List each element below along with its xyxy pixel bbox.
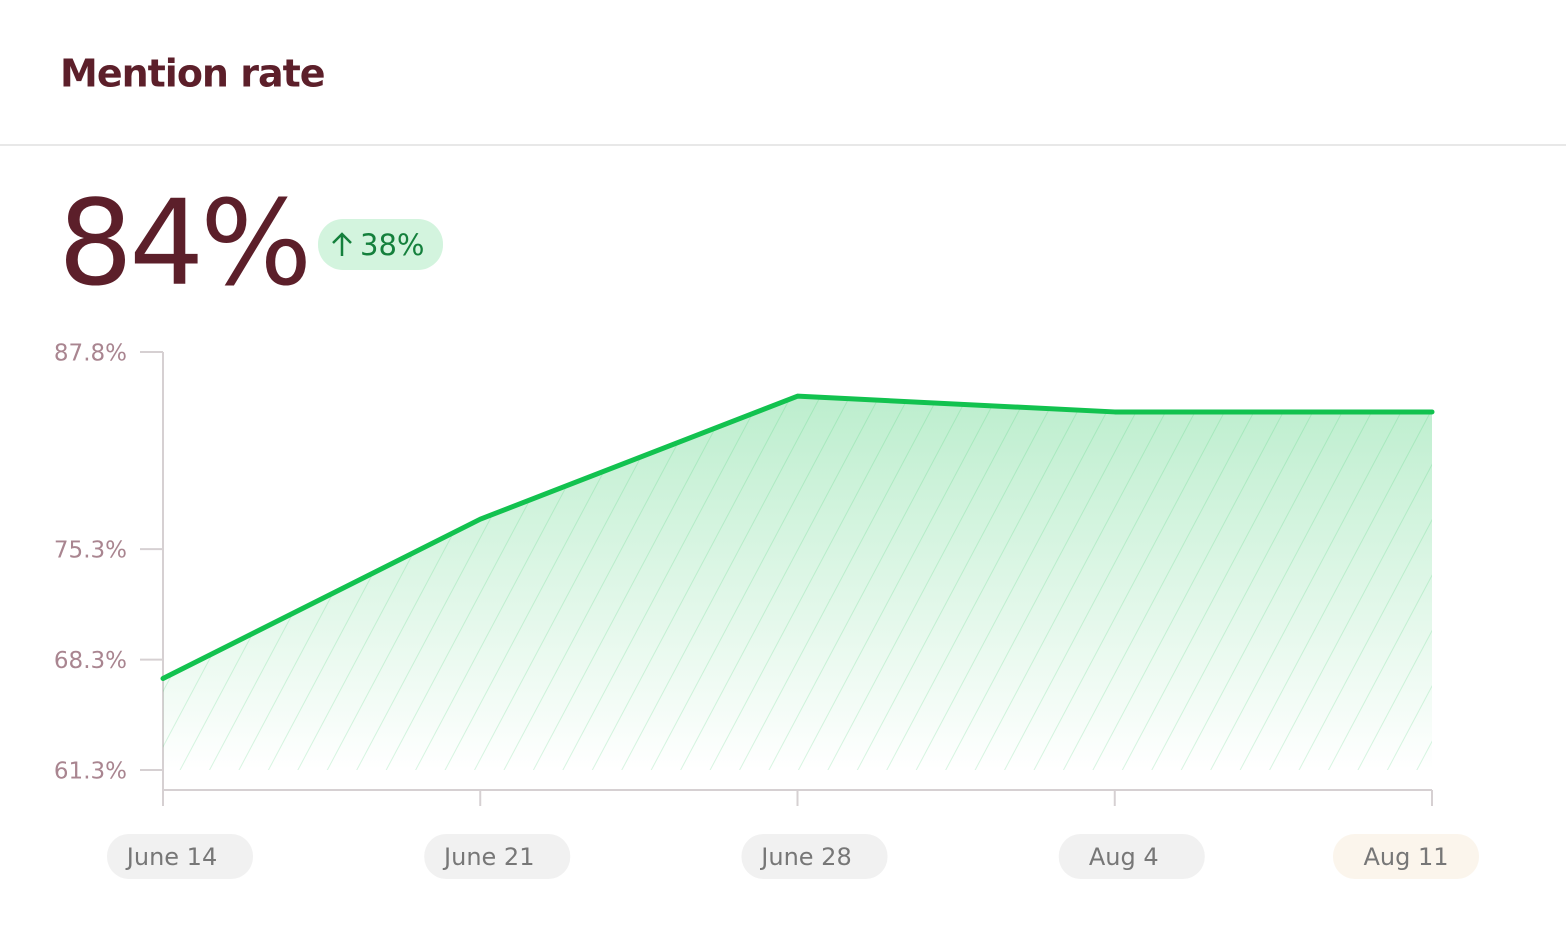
x-tick-label: Aug 4 [1089, 843, 1159, 871]
y-tick-label: 61.3% [54, 759, 127, 785]
x-label-pill [1058, 834, 1205, 879]
up-arrow [332, 232, 352, 256]
x-tick-label: June 14 [125, 843, 217, 871]
x-label-pill [741, 834, 888, 879]
y-tick-label: 75.3% [54, 538, 127, 564]
plot: 87.8% 75.3% 68.3% 61.3% June 14 June 21 June 2… [54, 341, 1479, 879]
y-tick-label: 68.3% [54, 648, 127, 674]
title: Mention rate [60, 52, 325, 96]
line [160, 393, 1435, 682]
x-tick-label: Aug 11 [1363, 843, 1448, 871]
y-tick-label: 87.8% [54, 341, 127, 367]
headline-value: 84% [58, 174, 308, 312]
x-tick-label: June 28 [759, 843, 851, 871]
area-hatch [163, 396, 1432, 770]
change-badge [318, 219, 443, 270]
change-value: 38% [360, 228, 424, 262]
x-label-pill [107, 834, 253, 879]
x-label-pill [1333, 834, 1479, 879]
x-tick-label: June 21 [442, 843, 534, 871]
x-label-pill [424, 834, 571, 879]
